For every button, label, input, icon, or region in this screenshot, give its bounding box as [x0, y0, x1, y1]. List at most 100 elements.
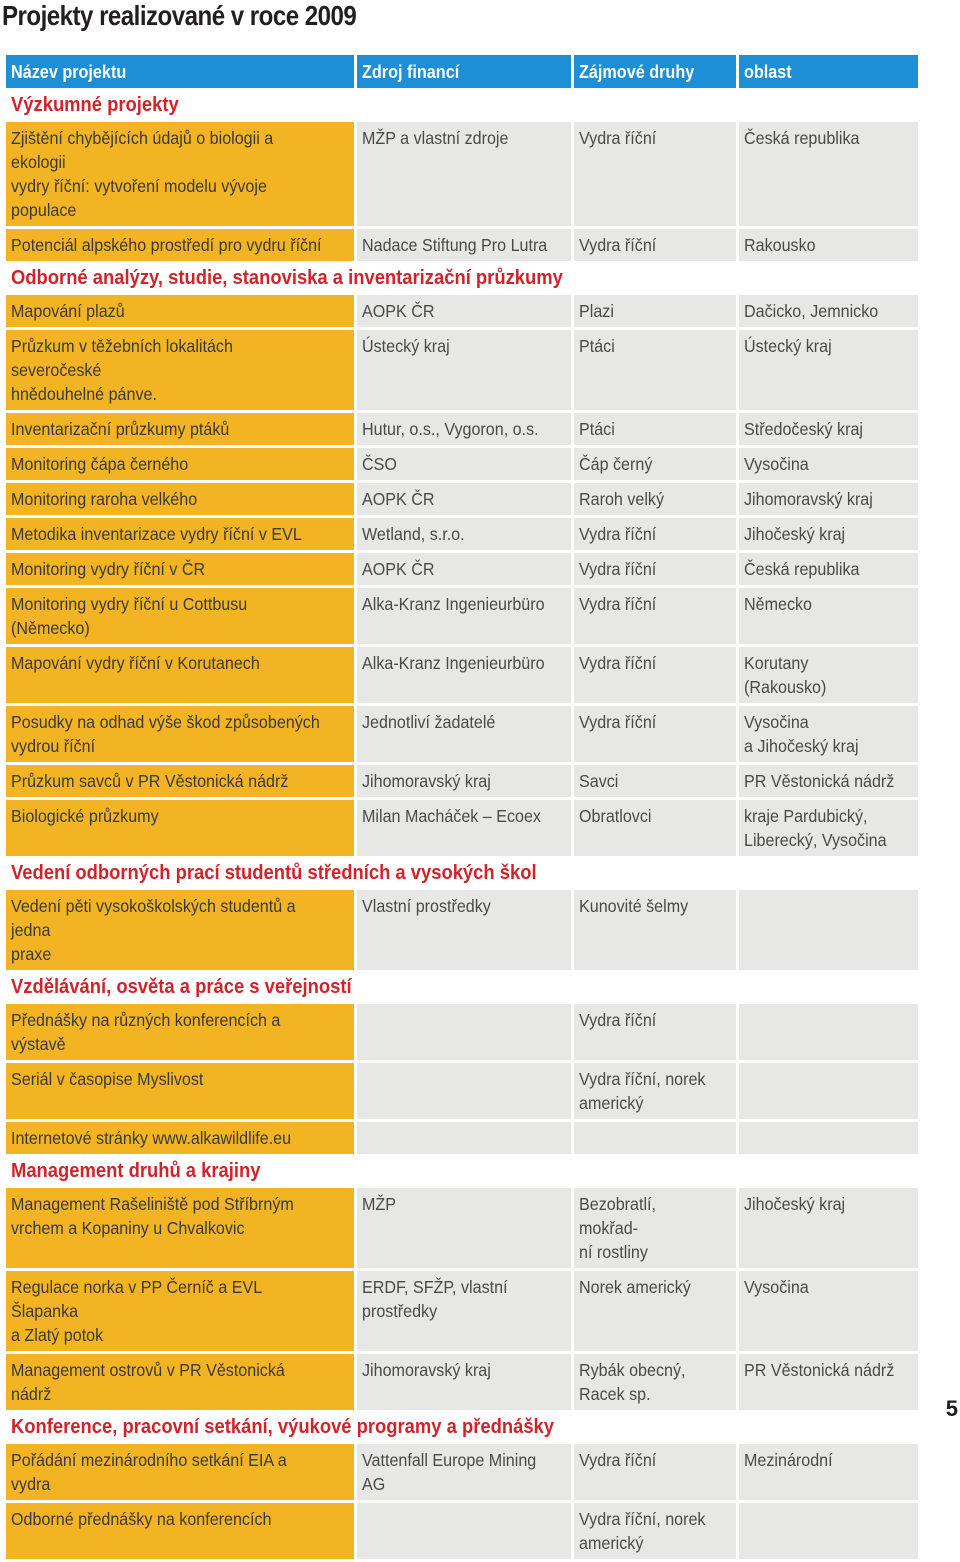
cell-species: Vydra říční, norek americký	[574, 1063, 736, 1119]
cell-funding-source: Jihomoravský kraj	[356, 1354, 572, 1410]
cell-funding-source	[356, 1122, 572, 1154]
cell-funding-source: Alka-Kranz Ingenieurbüro	[356, 588, 572, 644]
cell-project-name: Internetové stránky www.alkawildlife.eu	[6, 1122, 354, 1154]
cell-species: Vydra říční	[574, 518, 736, 550]
cell-project-name: Vedení pěti vysokoškolských studentů a j…	[6, 890, 354, 970]
cell-funding-source: ERDF, SFŽP, vlastní prostředky	[356, 1271, 572, 1351]
cell-project-name: Metodika inventarizace vydry říční v EVL	[6, 518, 354, 550]
header-project-name: Název projektu	[6, 55, 354, 88]
table-header-row: Název projektu Zdroj financí Zájmové dru…	[6, 55, 918, 88]
cell-species: Norek americký	[574, 1271, 736, 1351]
cell-area: Středočeský kraj	[738, 413, 918, 445]
cell-area	[738, 1004, 918, 1060]
cell-funding-source: Wetland, s.r.o.	[356, 518, 572, 550]
header-funding-source: Zdroj financí	[356, 55, 572, 88]
cell-area	[738, 890, 918, 970]
cell-area: Jihočeský kraj	[738, 1188, 918, 1268]
cell-area: Mezinárodní	[738, 1444, 918, 1500]
section-title: Vzdělávání, osvěta a práce s veřejností	[11, 976, 352, 998]
cell-funding-source: MŽP a vlastní zdroje	[356, 122, 572, 226]
table-row: Zjištění chybějících údajů o biologii a …	[6, 122, 918, 226]
section-title: Management druhů a krajiny	[11, 1160, 261, 1182]
section-title-row: Management druhů a krajiny	[6, 1157, 918, 1185]
cell-area: Vysočina	[738, 448, 918, 480]
cell-funding-source: MŽP	[356, 1188, 572, 1268]
cell-project-name: Monitoring raroha velkého	[6, 483, 354, 515]
projects-table: Název projektu Zdroj financí Zájmové dru…	[3, 52, 921, 1562]
page-number: 5	[945, 1396, 958, 1421]
cell-project-name: Posudky na odhad výše škod způsobených v…	[6, 706, 354, 762]
cell-project-name: Management Rašeliniště pod Stříbrným vrc…	[6, 1188, 354, 1268]
cell-area: Dačicko, Jemnicko	[738, 295, 918, 327]
cell-funding-source: Milan Macháček – Ecoex	[356, 800, 572, 856]
cell-species: Vydra říční	[574, 229, 736, 261]
cell-funding-source: Ústecký kraj	[356, 330, 572, 410]
table-row: Monitoring čápa černého ČSO Čáp černý Vysoč…	[6, 448, 918, 480]
table-row: Seriál v časopise Myslivost Vydra říční, …	[6, 1063, 918, 1119]
table-row: Regulace norka v PP Černíč a EVL Šlapank…	[6, 1271, 918, 1351]
cell-species	[574, 1122, 736, 1154]
cell-area	[738, 1063, 918, 1119]
cell-project-name: Monitoring čápa černého	[6, 448, 354, 480]
table-row: Průzkum savců v PR Věstonická nádrž Jihom…	[6, 765, 918, 797]
cell-area: PR Věstonická nádrž	[738, 765, 918, 797]
cell-area: kraje Pardubický, Liberecký, Vysočina	[738, 800, 918, 856]
cell-project-name: Seriál v časopise Myslivost	[6, 1063, 354, 1119]
section-title-row: Vedení odborných prací studentů středníc…	[6, 859, 918, 887]
cell-species: Čáp černý	[574, 448, 736, 480]
table-row: Monitoring vydry říční v ČR AOPK ČR Vydra …	[6, 553, 918, 585]
section-title: Výzkumné projekty	[11, 94, 179, 116]
cell-project-name: Pořádání mezinárodního setkání EIA a vyd…	[6, 1444, 354, 1500]
cell-project-name: Biologické průzkumy	[6, 800, 354, 856]
cell-funding-source: Jednotliví žadatelé	[356, 706, 572, 762]
table-row: Internetové stránky www.alkawildlife.eu	[6, 1122, 918, 1154]
header-species: Zájmové druhy	[574, 55, 736, 88]
section-title-row: Vzdělávání, osvěta a práce s veřejností	[6, 973, 918, 1001]
projects-table-body: Název projektu Zdroj financí Zájmové dru…	[6, 55, 918, 1559]
table-row: Monitoring vydry říční u Cottbusu (Němec…	[6, 588, 918, 644]
cell-species: Vydra říční	[574, 553, 736, 585]
cell-species: Obratlovci	[574, 800, 736, 856]
table-row: Posudky na odhad výše škod způsobených v…	[6, 706, 918, 762]
cell-area: PR Věstonická nádrž	[738, 1354, 918, 1410]
cell-species: Ptáci	[574, 413, 736, 445]
table-row: Mapování plazů AOPK ČR Plazi Dačicko, Jemni…	[6, 295, 918, 327]
header-area: oblast	[738, 55, 918, 88]
section-title: Odborné analýzy, studie, stanoviska a in…	[11, 267, 563, 289]
cell-species: Ptáci	[574, 330, 736, 410]
cell-species: Bezobratlí, mokřad- ní rostliny	[574, 1188, 736, 1268]
cell-project-name: Monitoring vydry říční v ČR	[6, 553, 354, 585]
table-row: Přednášky na různých konferencích a výst…	[6, 1004, 918, 1060]
table-row: Management ostrovů v PR Věstonická nádrž…	[6, 1354, 918, 1410]
cell-species: Vydra říční	[574, 706, 736, 762]
table-row: Vedení pěti vysokoškolských studentů a j…	[6, 890, 918, 970]
cell-area: Korutany (Rakousko)	[738, 647, 918, 703]
table-row: Monitoring raroha velkého AOPK ČR Raroh ve…	[6, 483, 918, 515]
cell-funding-source: Alka-Kranz Ingenieurbüro	[356, 647, 572, 703]
cell-species: Vydra říční	[574, 588, 736, 644]
table-row: Biologické průzkumy Milan Macháček – Ecoe…	[6, 800, 918, 856]
table-row: Metodika inventarizace vydry říční v EVL…	[6, 518, 918, 550]
cell-species: Raroh velký	[574, 483, 736, 515]
cell-species: Vydra říční	[574, 1004, 736, 1060]
section-title-row: Odborné analýzy, studie, stanoviska a in…	[6, 264, 918, 292]
cell-species: Kunovité šelmy	[574, 890, 736, 970]
cell-funding-source: Nadace Stiftung Pro Lutra	[356, 229, 572, 261]
cell-area: Vysočina a Jihočeský kraj	[738, 706, 918, 762]
section-title-row: Výzkumné projekty	[6, 91, 918, 119]
cell-project-name: Mapování vydry říční v Korutanech	[6, 647, 354, 703]
table-row: Management Rašeliniště pod Stříbrným vrc…	[6, 1188, 918, 1268]
cell-project-name: Mapování plazů	[6, 295, 354, 327]
cell-funding-source: Jihomoravský kraj	[356, 765, 572, 797]
cell-area	[738, 1122, 918, 1154]
cell-species: Savci	[574, 765, 736, 797]
cell-project-name: Inventarizační průzkumy ptáků	[6, 413, 354, 445]
cell-funding-source: AOPK ČR	[356, 483, 572, 515]
page-title: Projekty realizované v roce 2009	[2, 0, 357, 31]
cell-area: Rakousko	[738, 229, 918, 261]
table-row: Inventarizační průzkumy ptáků Hutur, o.s.…	[6, 413, 918, 445]
cell-project-name: Monitoring vydry říční u Cottbusu (Němec…	[6, 588, 354, 644]
cell-funding-source: Hutur, o.s., Vygoron, o.s.	[356, 413, 572, 445]
cell-species: Rybák obecný, Racek sp.	[574, 1354, 736, 1410]
cell-project-name: Zjištění chybějících údajů o biologii a …	[6, 122, 354, 226]
